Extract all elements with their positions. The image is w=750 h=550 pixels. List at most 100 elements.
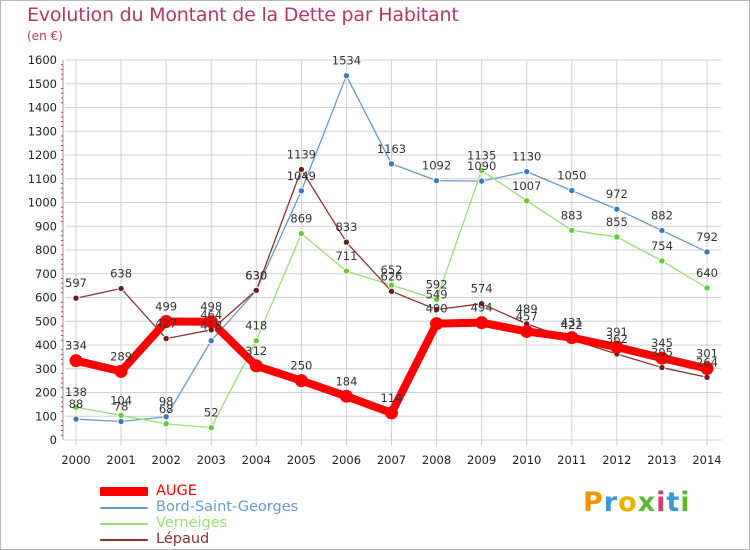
data-label: 754 (651, 239, 673, 253)
x-tick-label: 2013 (647, 453, 676, 467)
data-point (294, 374, 308, 388)
data-label: 1135 (467, 148, 496, 162)
data-label: 626 (381, 269, 403, 283)
data-label: 1534 (332, 54, 361, 68)
data-point (252, 286, 260, 295)
data-label: 289 (110, 349, 132, 363)
data-label: 422 (561, 318, 583, 332)
y-tick-label: 1200 (28, 148, 57, 162)
data-point (655, 351, 669, 365)
data-point (703, 373, 711, 381)
data-point (430, 317, 444, 331)
y-tick-label: 1300 (28, 124, 57, 138)
data-point (162, 413, 170, 421)
data-point (387, 160, 396, 168)
data-label: 264 (696, 355, 718, 369)
data-label: 431 (561, 316, 583, 330)
data-point (69, 354, 83, 368)
data-label: 312 (245, 344, 267, 358)
data-label: 883 (561, 208, 583, 222)
data-point (162, 334, 170, 343)
data-point (342, 267, 351, 275)
data-point (297, 229, 306, 238)
data-point (385, 406, 398, 420)
data-point (523, 167, 531, 176)
data-point (432, 305, 441, 314)
data-label: 833 (335, 220, 357, 234)
data-point (114, 364, 128, 378)
data-point (658, 257, 666, 265)
data-label: 68 (159, 402, 174, 416)
data-point (249, 359, 263, 373)
proxiti-logo: Proxiti (583, 487, 691, 518)
data-point (477, 177, 486, 185)
data-point (477, 299, 486, 308)
data-point (297, 165, 306, 174)
x-tick-label: 2012 (602, 453, 631, 467)
data-label: 104 (110, 393, 132, 407)
data-point (475, 316, 489, 330)
data-label: 305 (651, 346, 673, 360)
data-point (342, 238, 351, 246)
y-tick-label: 1600 (28, 53, 57, 67)
data-label: 334 (65, 339, 87, 353)
data-label: 498 (200, 300, 222, 314)
y-tick-label: 400 (35, 338, 57, 352)
data-point (204, 315, 218, 329)
data-point (658, 226, 666, 235)
data-label: 457 (516, 309, 538, 323)
data-label: 464 (200, 308, 222, 322)
y-tick-label: 600 (35, 291, 57, 305)
data-label: 640 (696, 266, 718, 280)
data-label: 592 (426, 277, 448, 291)
data-label: 490 (426, 302, 448, 316)
legend-swatch (100, 523, 148, 525)
data-point (610, 340, 624, 354)
data-point (477, 166, 486, 175)
y-tick-label: 1500 (28, 77, 57, 91)
y-tick-label: 0 (50, 433, 57, 447)
data-point (252, 337, 260, 345)
legend-label: Bord-Saint-Georges (156, 499, 299, 515)
data-point (117, 417, 125, 426)
data-label: 98 (159, 395, 174, 409)
y-tick-label: 900 (35, 219, 57, 233)
data-label: 494 (471, 301, 493, 315)
data-point (568, 186, 576, 195)
data-point (72, 294, 80, 302)
data-label: 362 (606, 332, 628, 346)
y-tick-label: 1100 (28, 172, 57, 186)
data-label: 138 (65, 385, 87, 399)
data-point (523, 197, 531, 205)
legend-label: Lépaud (156, 531, 210, 547)
data-label: 250 (290, 359, 312, 373)
legend-swatch (100, 539, 148, 541)
data-point (658, 363, 666, 372)
x-tick-label: 2002 (152, 453, 181, 467)
data-label: 630 (245, 268, 267, 282)
data-label: 1050 (557, 169, 586, 183)
data-label: 1163 (377, 142, 406, 156)
data-label: 652 (381, 263, 403, 277)
data-label: 549 (426, 288, 448, 302)
x-tick-label: 2010 (512, 453, 541, 467)
data-label: 418 (200, 319, 222, 333)
data-point (703, 284, 711, 292)
y-tick-label: 500 (35, 314, 57, 328)
x-tick-label: 2007 (377, 453, 406, 467)
data-label: 489 (516, 302, 538, 316)
legend-swatch (100, 507, 148, 509)
x-tick-label: 2003 (197, 453, 226, 467)
legend-label: Verneiges (156, 515, 228, 531)
chart-title: Evolution du Montant de la Dette par Hab… (27, 4, 459, 26)
y-tick-label: 800 (35, 243, 57, 257)
data-point (520, 324, 534, 338)
x-tick-label: 2005 (287, 453, 316, 467)
data-label: 792 (696, 230, 718, 244)
data-label: 711 (335, 249, 357, 263)
data-label: 638 (110, 266, 132, 280)
data-point (432, 176, 441, 185)
data-point (565, 331, 579, 345)
data-label: 391 (606, 325, 628, 339)
data-label: 418 (245, 319, 267, 333)
